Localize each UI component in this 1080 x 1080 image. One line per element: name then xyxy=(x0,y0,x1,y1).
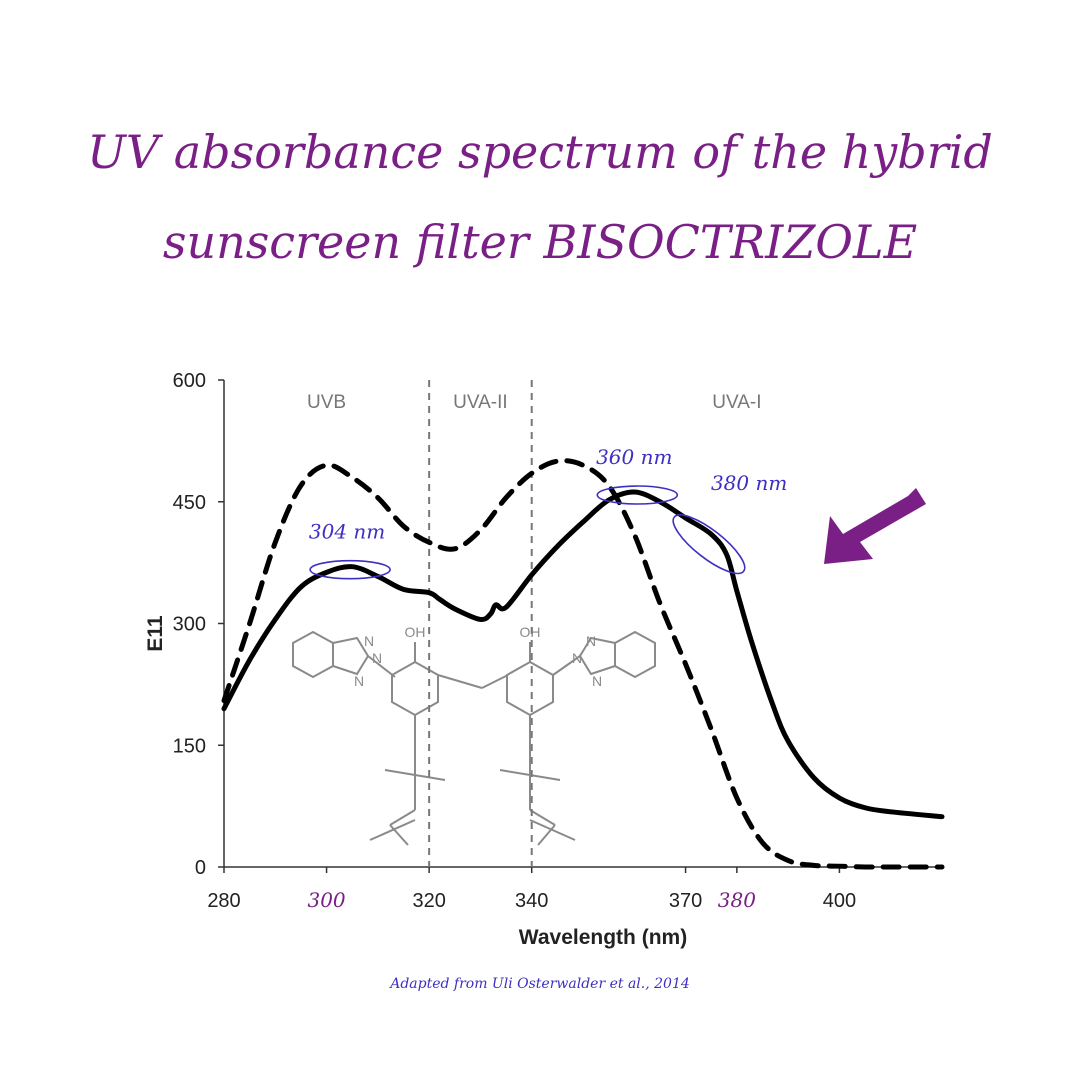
x-tick-label: 370 xyxy=(669,890,702,912)
right-oh-label: OH xyxy=(520,624,541,640)
y-axis-label: E11 xyxy=(144,615,167,652)
annotation-label: 380 nm xyxy=(711,471,787,495)
annotation-label: 360 nm xyxy=(596,445,672,469)
solid-series-line xyxy=(221,489,945,820)
right-phenol-ring xyxy=(506,660,554,717)
y-tick-label: 150 xyxy=(173,735,206,757)
right-chain-4 xyxy=(529,819,576,841)
methylene-right-bond xyxy=(481,674,509,689)
left-n-label-1: N xyxy=(364,633,374,649)
left-oh-label: OH xyxy=(405,624,426,640)
x-tick-label: 300 xyxy=(307,888,345,912)
annotation-loop xyxy=(596,485,679,505)
annotation-loop xyxy=(309,559,391,580)
left-n-label-3: N xyxy=(354,673,364,689)
left-linker-bond xyxy=(367,655,396,678)
region-label: UVB xyxy=(307,392,346,413)
bisoctrizole-structure xyxy=(292,630,656,846)
region-label: UVA-II xyxy=(453,392,508,413)
right-chain-3 xyxy=(537,824,556,846)
dashed-series-line xyxy=(221,458,945,870)
y-tick-label: 450 xyxy=(173,492,206,514)
chart-svg: OH OH N N N N N N 0 150 300 450 600 280 300 320… xyxy=(144,370,945,949)
region-label: UVA-I xyxy=(712,392,761,413)
right-n-label-2: N xyxy=(572,650,582,666)
x-tick-label: 280 xyxy=(207,890,240,912)
left-triazole-ring xyxy=(332,636,370,676)
pointer-arrow-icon xyxy=(824,488,926,564)
page-title-line-2: sunscreen filter BISOCTRIZOLE xyxy=(162,215,918,269)
y-tick-label: 0 xyxy=(195,857,206,879)
left-chain-2 xyxy=(389,809,416,826)
left-n-label-2: N xyxy=(372,650,382,666)
x-tick-label: 400 xyxy=(823,890,856,912)
x-tick-label: 340 xyxy=(515,890,548,912)
left-phenol-ring xyxy=(391,660,439,717)
page-title-line-1: UV absorbance spectrum of the hybrid xyxy=(87,125,993,179)
left-benzene-ring xyxy=(292,630,334,679)
y-tick-label: 600 xyxy=(173,370,206,392)
absorbance-chart: OH OH N N N N N N 0 150 300 450 600 280 300 320… xyxy=(140,350,1080,970)
left-chain-3 xyxy=(389,824,409,846)
x-tick-label: 380 xyxy=(718,888,756,912)
right-chain-2 xyxy=(529,809,556,826)
right-benzene-ring xyxy=(614,630,656,679)
annotation-loop xyxy=(672,514,746,575)
methylene-left-bond xyxy=(437,674,483,689)
left-chain-4 xyxy=(369,819,416,841)
source-credit: Adapted from Uli Osterwalder et al., 201… xyxy=(390,976,690,992)
x-axis-label: Wavelength (nm) xyxy=(519,926,687,949)
y-tick-label: 300 xyxy=(173,614,206,636)
annotation-label: 304 nm xyxy=(309,520,385,544)
x-tick-label: 320 xyxy=(412,890,445,912)
right-n-label-1: N xyxy=(586,633,596,649)
right-n-label-3: N xyxy=(592,673,602,689)
right-linker-bond xyxy=(552,655,581,676)
